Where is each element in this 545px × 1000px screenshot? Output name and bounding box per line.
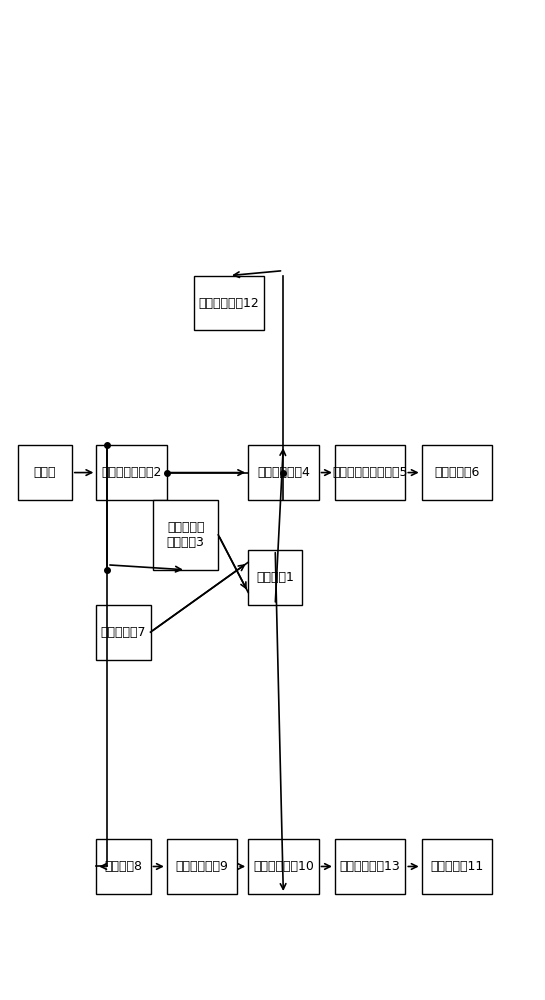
FancyBboxPatch shape	[17, 445, 72, 500]
FancyBboxPatch shape	[96, 839, 150, 894]
FancyBboxPatch shape	[96, 445, 167, 500]
FancyBboxPatch shape	[422, 839, 492, 894]
FancyBboxPatch shape	[153, 500, 219, 570]
Text: 第二手动开关13: 第二手动开关13	[340, 860, 401, 873]
Text: 第二受控开关10: 第二受控开关10	[253, 860, 314, 873]
FancyBboxPatch shape	[194, 276, 264, 330]
Text: 光感应模块7: 光感应模块7	[101, 626, 146, 639]
Text: 第一照明灯6: 第一照明灯6	[434, 466, 480, 479]
Text: 第一手动开关12: 第一手动开关12	[199, 297, 259, 310]
Text: 交直流变压输出模块5: 交直流变压输出模块5	[332, 466, 408, 479]
FancyBboxPatch shape	[335, 445, 405, 500]
FancyBboxPatch shape	[248, 550, 302, 605]
Text: 充电电路8: 充电电路8	[105, 860, 142, 873]
FancyBboxPatch shape	[248, 445, 319, 500]
Text: 交流电: 交流电	[33, 466, 56, 479]
Text: 第二照明灯11: 第二照明灯11	[430, 860, 483, 873]
FancyBboxPatch shape	[167, 839, 237, 894]
FancyBboxPatch shape	[96, 605, 150, 660]
Text: 交流电输入接口2: 交流电输入接口2	[101, 466, 162, 479]
Text: 交流电通断
检测模块3: 交流电通断 检测模块3	[167, 521, 205, 549]
FancyBboxPatch shape	[422, 445, 492, 500]
Text: 第一受控开关4: 第一受控开关4	[257, 466, 310, 479]
Text: 控制模块1: 控制模块1	[256, 571, 294, 584]
Text: 充电电池模块9: 充电电池模块9	[175, 860, 228, 873]
FancyBboxPatch shape	[248, 839, 319, 894]
FancyBboxPatch shape	[335, 839, 405, 894]
